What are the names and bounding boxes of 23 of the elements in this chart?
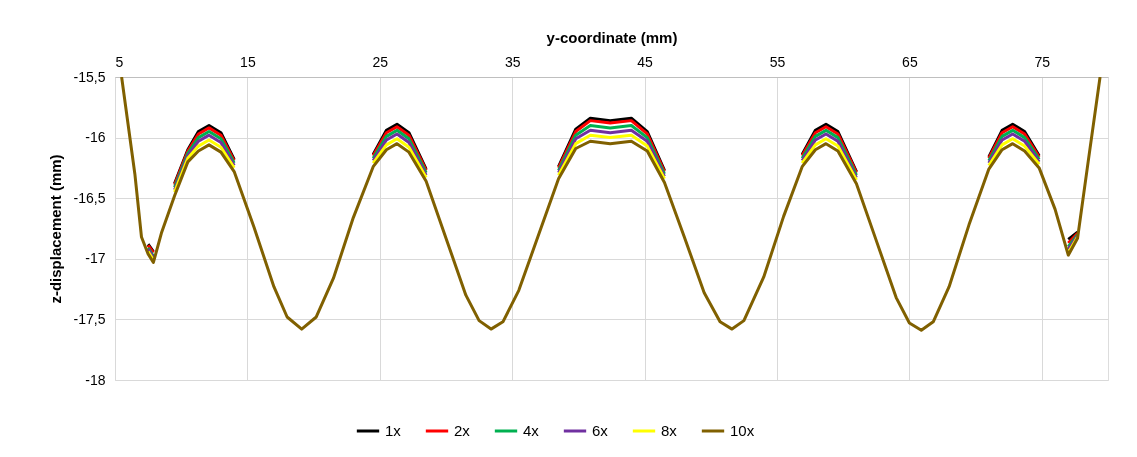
line-series bbox=[120, 77, 1102, 332]
x-tick-label: 5 bbox=[115, 53, 124, 70]
y-tick-label: -16,5 bbox=[73, 189, 106, 206]
y-tick-label: -18 bbox=[85, 371, 106, 388]
legend-label: 4x bbox=[523, 422, 540, 439]
y-tick-label: -17 bbox=[85, 250, 106, 267]
y-axis-title: z-displacement (mm) bbox=[46, 154, 64, 304]
x-tick-label: 35 bbox=[504, 53, 521, 70]
legend-label: 6x bbox=[592, 422, 609, 439]
x-axis-title: y-coordinate (mm) bbox=[546, 28, 678, 46]
legend-label: 1x bbox=[385, 422, 402, 439]
y-tick-label: -15,5 bbox=[73, 68, 106, 85]
legend-label: 2x bbox=[454, 422, 471, 439]
legend-label: 8x bbox=[661, 422, 678, 439]
x-tick-label: 55 bbox=[769, 53, 786, 70]
x-tick-label: 45 bbox=[637, 53, 654, 70]
y-tick-label: -16 bbox=[85, 129, 106, 146]
x-tick-label: 75 bbox=[1034, 53, 1051, 70]
x-tick-label: 15 bbox=[240, 53, 256, 70]
y-tick-label: -17,5 bbox=[73, 310, 106, 327]
x-tick-label: 65 bbox=[902, 53, 918, 70]
legend-label: 10x bbox=[730, 422, 755, 439]
x-tick-label: 25 bbox=[372, 53, 389, 70]
